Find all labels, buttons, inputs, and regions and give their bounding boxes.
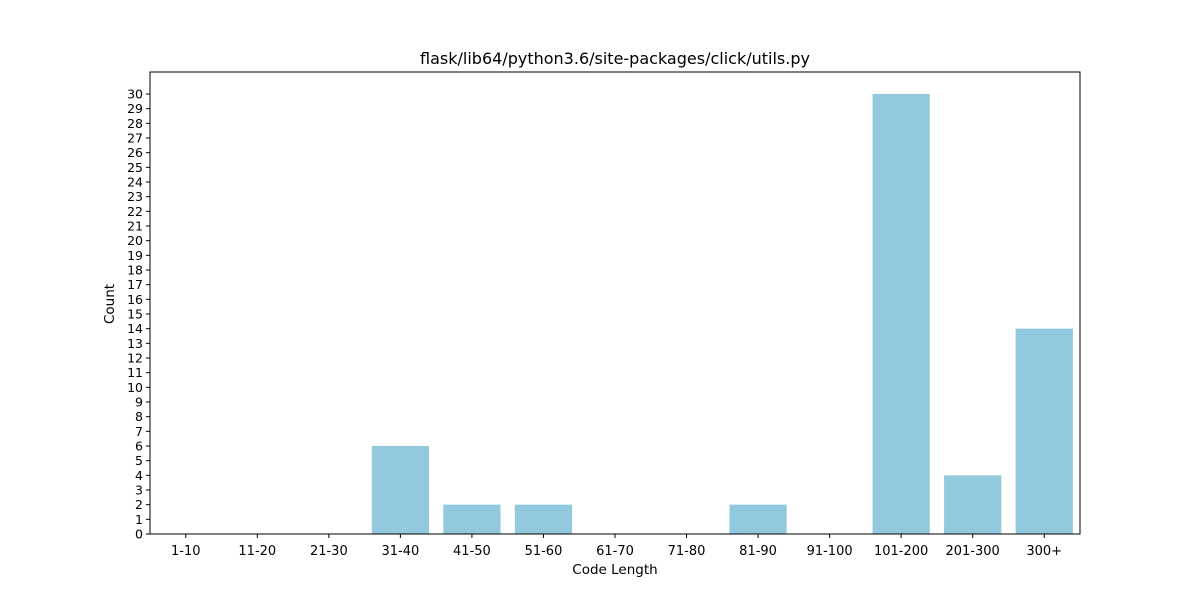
- y-tick-label: 25: [127, 160, 143, 175]
- bar-31-40: [371, 446, 429, 534]
- x-tick-label: 51-60: [525, 544, 563, 559]
- y-tick-label: 14: [127, 321, 143, 336]
- y-tick-label: 2: [135, 497, 143, 512]
- y-tick-label: 18: [127, 263, 143, 278]
- bar-101-200: [872, 94, 930, 534]
- y-tick-label: 15: [127, 307, 143, 322]
- y-tick-label: 7: [135, 424, 143, 439]
- bars-layer: [371, 94, 1073, 534]
- x-tick-label: 91-100: [807, 544, 853, 559]
- x-axis-ticks: 1-10 11-20 21-30 31-40 41-50 51-60 61-70 71-80 8…: [171, 534, 1062, 559]
- y-tick-label: 5: [135, 453, 143, 468]
- bar-201-300: [944, 475, 1002, 534]
- x-tick-label: 1-10: [171, 544, 201, 559]
- y-tick-label: 1: [135, 512, 143, 527]
- x-tick-label: 21-30: [310, 544, 348, 559]
- y-tick-label: 19: [127, 248, 143, 263]
- bar-300+: [1015, 328, 1073, 534]
- y-tick-label: 10: [127, 380, 143, 395]
- y-tick-label: 3: [135, 483, 143, 498]
- y-tick-label: 13: [127, 336, 143, 351]
- y-tick-label: 12: [127, 351, 143, 366]
- bar-41-50: [443, 504, 501, 534]
- bar-81-90: [729, 504, 787, 534]
- x-tick-label: 31-40: [381, 544, 419, 559]
- plot-frame: [149, 71, 1081, 535]
- y-tick-label: 23: [127, 189, 143, 204]
- y-tick-label: 17: [127, 277, 143, 292]
- y-tick-label: 22: [127, 204, 143, 219]
- x-tick-label: 201-300: [946, 544, 1000, 559]
- y-tick-label: 16: [127, 292, 143, 307]
- y-tick-label: 9: [135, 395, 143, 410]
- y-tick-label: 6: [135, 439, 143, 454]
- x-tick-label: 41-50: [453, 544, 491, 559]
- chart-title: flask/lib64/python3.6/site-packages/clic…: [420, 49, 810, 68]
- y-axis-ticks: 0123456789101112131415161718192021222324…: [127, 87, 150, 542]
- y-tick-label: 26: [127, 145, 143, 160]
- bar-51-60: [514, 504, 573, 534]
- y-tick-label: 27: [127, 131, 143, 146]
- x-tick-label: 11-20: [238, 544, 276, 559]
- y-tick-label: 30: [127, 87, 143, 102]
- x-tick-label: 81-90: [739, 544, 777, 559]
- y-tick-label: 4: [135, 468, 143, 483]
- x-tick-label: 61-70: [596, 544, 634, 559]
- y-tick-label: 29: [127, 101, 143, 116]
- x-tick-label: 300+: [1026, 544, 1062, 559]
- y-tick-label: 28: [127, 116, 143, 131]
- y-tick-label: 11: [127, 365, 143, 380]
- x-axis-label: Code Length: [572, 562, 657, 578]
- y-tick-label: 20: [127, 233, 143, 248]
- x-tick-label: 101-200: [874, 544, 928, 559]
- y-tick-label: 8: [135, 409, 143, 424]
- y-tick-label: 0: [135, 527, 143, 542]
- y-tick-label: 24: [127, 175, 143, 190]
- y-tick-label: 21: [127, 219, 143, 234]
- x-tick-label: 71-80: [668, 544, 706, 559]
- y-axis-label: Count: [102, 284, 118, 324]
